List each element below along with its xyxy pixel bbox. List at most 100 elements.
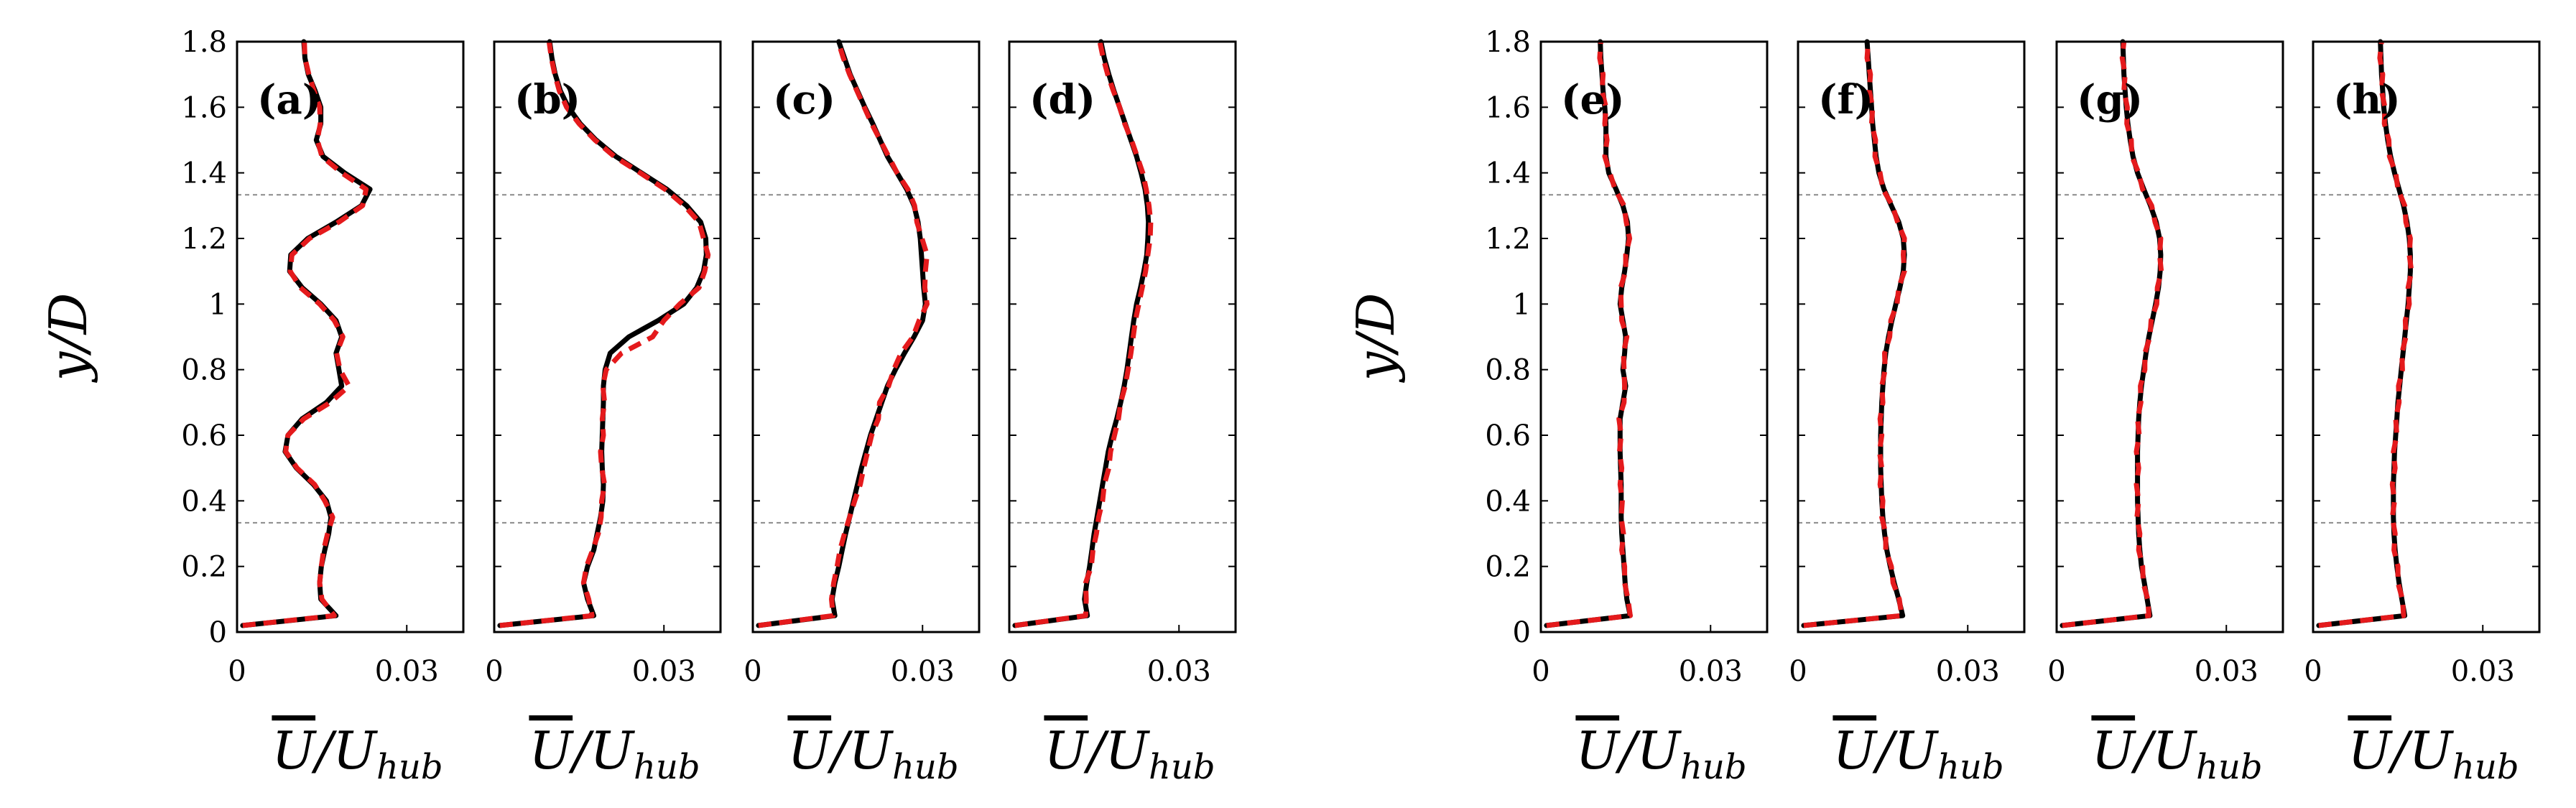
panel-a: 0 0.2 0.4 0.6 0.8 1 1.2 1.4 1.6 1.8 0 0.03 (a) U/Uhub <box>181 26 465 787</box>
x-tick-label: 0 <box>228 655 246 688</box>
panel-label: (h) <box>2333 76 2401 124</box>
series-solid-line <box>1544 39 1633 628</box>
panel-frame <box>493 40 722 633</box>
x-axis-title: U/Uhub <box>272 720 443 787</box>
x-axis-title-sub: hub <box>892 747 959 787</box>
x-axis-title-sep: /U <box>1615 720 1682 781</box>
y-tick-label: 0.8 <box>181 354 227 387</box>
x-axis-title-sub: hub <box>634 747 700 787</box>
y-tick-label: 1.6 <box>181 91 227 124</box>
panel-label: (e) <box>1561 76 1625 124</box>
y-tick-label: 1.2 <box>181 223 227 256</box>
series-dashed-line <box>2318 41 2414 628</box>
x-axis-title-mean-u: U <box>2091 720 2136 781</box>
y-tick-label: 0.6 <box>181 419 227 452</box>
panel-label: (f) <box>1818 76 1873 124</box>
series-dashed-line <box>1014 41 1154 628</box>
x-axis-title: U/Uhub <box>787 720 958 787</box>
series-solid-line <box>756 39 928 628</box>
x-axis-title-mean-u: U <box>272 720 317 781</box>
panel-b: 0 0.03 (b) U/Uhub <box>485 39 722 787</box>
x-axis-title-sep: /U <box>827 720 894 781</box>
panel-frame <box>236 40 465 633</box>
y-tick-label: 0.4 <box>1485 485 1531 518</box>
x-axis-title-sub: hub <box>2452 747 2519 787</box>
panel-frame <box>2312 40 2541 633</box>
y-tick-label: 1 <box>209 288 227 321</box>
x-axis-title: U/Uhub <box>1833 720 2003 787</box>
panel-f: 0 0.03 (f) U/Uhub <box>1789 39 2026 787</box>
x-axis-title-sub: hub <box>1680 747 1747 787</box>
x-tick-label: 0.03 <box>1936 655 2000 688</box>
x-tick-label: 0.03 <box>1147 655 1211 688</box>
y-tick-label: 1.8 <box>181 26 227 59</box>
x-tick-label: 0.03 <box>2451 655 2515 688</box>
panel-label: (c) <box>773 76 835 124</box>
y-tick-label: 0.2 <box>181 551 227 584</box>
y-tick-label: 1.2 <box>1485 223 1531 256</box>
x-axis-title-mean-u: U <box>787 720 833 781</box>
x-tick-label: 0.03 <box>1679 655 1743 688</box>
x-axis-title: U/Uhub <box>529 720 700 787</box>
x-tick-label: 0 <box>1532 655 1549 688</box>
panel-label: (b) <box>514 76 580 124</box>
y-tick-label: 0.8 <box>1485 354 1531 387</box>
y-axis-title: y/D <box>38 293 98 384</box>
series-dashed-line <box>1546 41 1633 628</box>
x-tick-label: 0.03 <box>632 655 696 688</box>
x-axis-title-mean-u: U <box>1833 720 1878 781</box>
x-tick-label: 0.03 <box>2195 655 2258 688</box>
y-tick-label: 1.4 <box>1485 157 1531 190</box>
panel-h: 0 0.03 (h) U/Uhub <box>2304 39 2541 787</box>
x-axis-title-mean-u: U <box>1575 720 1621 781</box>
panel-frame <box>751 40 981 633</box>
x-axis-title-sep: /U <box>1083 720 1150 781</box>
x-axis-title: U/Uhub <box>2348 720 2519 787</box>
panel-label: (g) <box>2077 76 2143 124</box>
x-axis-title: U/Uhub <box>1575 720 1746 787</box>
series-solid-line <box>240 39 373 628</box>
series-dashed-line <box>1803 41 1907 628</box>
y-tick-label: 1.4 <box>181 157 227 190</box>
x-tick-label: 0.03 <box>891 655 955 688</box>
y-tick-label: 0 <box>1513 616 1531 649</box>
x-tick-label: 0 <box>2047 655 2065 688</box>
x-axis-title: U/Uhub <box>1044 720 1215 787</box>
x-axis-title-sub: hub <box>2196 747 2263 787</box>
y-tick-label: 0.2 <box>1485 551 1531 584</box>
series-solid-line <box>2316 39 2413 628</box>
series-solid-line <box>497 39 709 628</box>
panel-d: 0 0.03 (d) U/Uhub <box>1000 39 1237 787</box>
y-tick-label: 0.6 <box>1485 419 1531 452</box>
x-axis-title-sep: /U <box>568 720 635 781</box>
y-tick-label: 0 <box>209 616 227 649</box>
panel-c: 0 0.03 (c) U/Uhub <box>743 39 981 787</box>
x-axis-title-sep: /U <box>1872 720 1939 781</box>
panel-frame <box>1008 40 1237 633</box>
y-tick-label: 0.4 <box>181 485 227 518</box>
x-tick-label: 0 <box>1000 655 1018 688</box>
series-solid-line <box>2060 39 2164 628</box>
panel-frame <box>2055 40 2284 633</box>
panel-e: 0 0.2 0.4 0.6 0.8 1 1.2 1.4 1.6 1.8 0 0.03 (e) U/Uhub <box>1485 26 1769 787</box>
x-axis-title-sub: hub <box>1937 747 2004 787</box>
x-axis-title-sep: /U <box>2131 720 2197 781</box>
x-tick-label: 0.03 <box>375 655 439 688</box>
x-tick-label: 0 <box>1789 655 1807 688</box>
y-axis-title: y/D <box>1345 293 1406 384</box>
x-axis-title-sub: hub <box>1149 747 1215 787</box>
panel-frame <box>1797 40 2026 633</box>
panel-label: (a) <box>257 76 321 124</box>
x-axis-title-sep: /U <box>2387 720 2454 781</box>
panel-label: (d) <box>1029 76 1095 124</box>
x-tick-label: 0 <box>485 655 503 688</box>
panel-frame <box>1539 40 1769 633</box>
y-tick-label: 1 <box>1513 288 1531 321</box>
x-axis-title-mean-u: U <box>1044 720 1089 781</box>
x-tick-label: 0 <box>743 655 761 688</box>
panel-g: 0 0.03 (g) U/Uhub <box>2047 39 2284 787</box>
series-dashed-line <box>758 40 930 628</box>
series-dashed-line <box>2062 41 2164 628</box>
x-axis-title-sub: hub <box>376 747 443 787</box>
x-axis-title-mean-u: U <box>2348 720 2393 781</box>
